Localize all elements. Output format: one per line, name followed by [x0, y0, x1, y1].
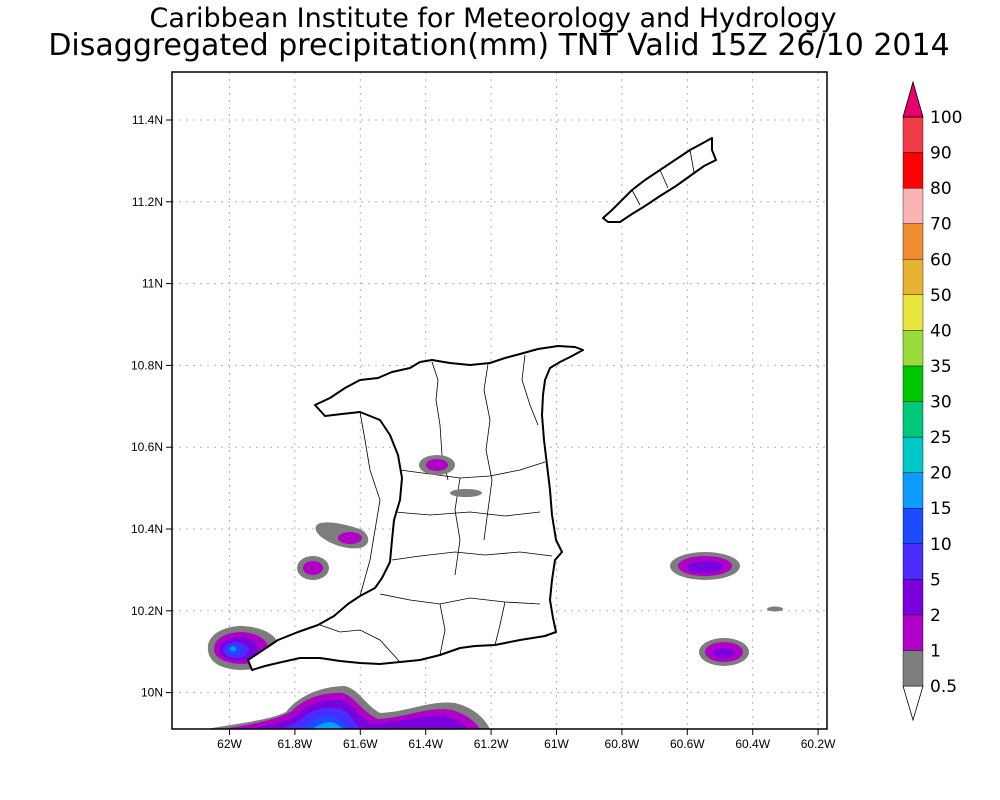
lat-tick-label: 10.2N — [131, 604, 163, 618]
product-title: Disaggregated precipitation(mm) TNT Vali… — [48, 28, 949, 63]
colorbar-segment — [902, 472, 924, 509]
precip-cell-east-gray — [767, 606, 783, 612]
colorbar-segment — [902, 330, 924, 367]
colorbar-label: 20 — [930, 464, 952, 484]
colorbar-segment — [902, 294, 924, 331]
colorbar-segment — [902, 436, 924, 473]
colorbar-segment — [902, 365, 924, 402]
colorbar-label: 25 — [930, 428, 952, 448]
precip-cell-gulf-north — [315, 522, 369, 549]
precip-cell-gulf-south — [297, 556, 329, 580]
lat-tick-label: 11.4N — [132, 113, 163, 127]
colorbar-label: 35 — [930, 357, 952, 377]
colorbar-segment — [902, 579, 924, 616]
colorbar-segment — [902, 507, 924, 544]
colorbar-segment — [902, 187, 924, 224]
colorbar-label: 40 — [930, 321, 952, 341]
lat-tick-label: 10.4N — [131, 522, 163, 536]
colorbar-segment — [902, 650, 924, 687]
colorbar-label: 15 — [930, 499, 952, 519]
colorbar-min-arrow — [902, 685, 924, 722]
lon-tick-label: 60.6W — [670, 737, 705, 751]
tobago-island — [602, 137, 717, 223]
axis-ticks — [166, 119, 819, 735]
colorbar-max-arrow — [902, 80, 924, 118]
map-panel: 62W 61.8W 61.6W 61.4W 61.2W 61W 60.8W 60.6W 60.4… — [131, 71, 836, 751]
precip-cell-east-1 — [670, 552, 740, 580]
colorbar-label: 70 — [930, 215, 952, 235]
lon-tick-label: 61.4W — [408, 737, 443, 751]
institute-title: Caribbean Institute for Meteorology and … — [150, 3, 837, 34]
lat-tick-label: 10N — [141, 686, 163, 700]
lat-tick-label: 10.6N — [131, 440, 163, 454]
colorbar-label: 2 — [930, 606, 941, 626]
colorbar-label: 0.5 — [930, 677, 957, 697]
colorbar-segment — [902, 543, 924, 580]
lon-tick-label: 61W — [544, 737, 569, 751]
longitude-labels: 62W 61.8W 61.6W 61.4W 61.2W 61W 60.8W 60.6W 60.4… — [217, 737, 836, 751]
lon-tick-label: 60.8W — [605, 737, 640, 751]
colorbar-segment — [902, 259, 924, 296]
precip-cell-east-2 — [699, 638, 749, 666]
colorbar-segment — [902, 116, 924, 153]
colorbar-label: 5 — [930, 570, 941, 590]
latitude-labels: 11.4N 11.2N 11N 10.8N 10.6N 10.4N 10.2N 10N — [131, 113, 163, 700]
colorbar-segment — [902, 152, 924, 189]
lon-tick-label: 60.4W — [735, 737, 770, 751]
precip-cell-central-gray — [450, 489, 482, 497]
colorbar-label: 100 — [930, 108, 962, 128]
precip-cell-central-trinidad — [419, 455, 455, 475]
colorbar-segment — [902, 223, 924, 260]
lat-tick-label: 11.2N — [132, 195, 163, 209]
trinidad-island — [247, 345, 584, 671]
lat-tick-label: 11N — [142, 277, 163, 291]
precip-layer — [206, 686, 490, 729]
lon-tick-label: 61.8W — [278, 737, 313, 751]
lon-tick-label: 61.6W — [343, 737, 378, 751]
lon-tick-label: 62W — [217, 737, 242, 751]
colorbar-label: 30 — [930, 393, 952, 413]
colorbar-segment — [902, 614, 924, 651]
plot-frame — [171, 71, 828, 730]
colorbar-label: 10 — [930, 535, 952, 555]
colorbar-label: 1 — [930, 641, 941, 661]
lon-tick-label: 60.2W — [801, 737, 836, 751]
colorbar-label: 50 — [930, 286, 952, 306]
colorbar-label: 90 — [930, 144, 952, 164]
precip-cell-south-band — [206, 686, 490, 729]
lon-tick-label: 61.2W — [474, 737, 509, 751]
lat-tick-label: 10.8N — [131, 358, 163, 372]
colorbar-segment — [902, 401, 924, 438]
colorbar-label: 60 — [930, 250, 952, 270]
colorbar-label: 80 — [930, 179, 952, 199]
